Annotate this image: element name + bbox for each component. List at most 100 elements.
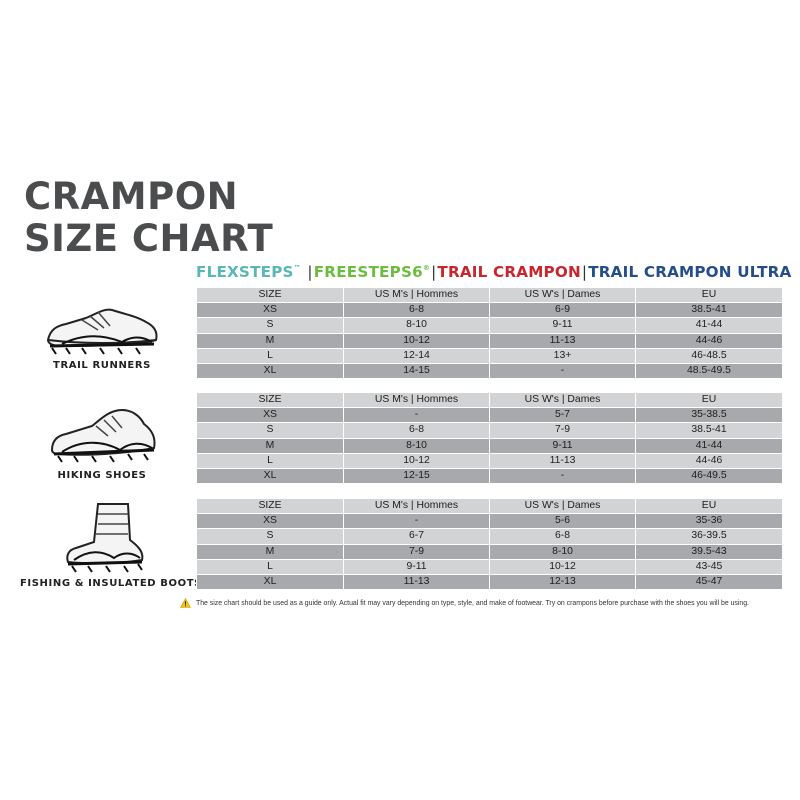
table-cell: S	[196, 422, 344, 439]
table-cell: 12-14	[343, 347, 490, 364]
insulated-boot-icon	[66, 503, 144, 573]
header-cell: EU	[635, 286, 783, 304]
table-cell: 44-46	[635, 332, 783, 349]
section-label-hiking-shoes: HIKING SHOES	[57, 470, 147, 481]
table-cell: M	[196, 543, 344, 560]
table-cell: L	[196, 347, 344, 364]
table-cell: 10-12	[343, 332, 490, 349]
table-row: L 9-11 10-12 43-45	[196, 558, 783, 575]
table-cell: 6-8	[343, 302, 490, 319]
table-cell: 39.5-43	[635, 543, 783, 560]
table-cell: 41-44	[635, 317, 783, 334]
header-cell: SIZE	[196, 497, 344, 515]
header-cell: US W's | Dames	[489, 391, 636, 409]
table-row: XS -5-6 35-36	[196, 513, 783, 530]
table-cell: 6-8	[343, 422, 490, 439]
table-row: M 10-12 11-13 44-46	[196, 332, 783, 349]
trail-runner-shoe-icon	[46, 308, 158, 355]
disclaimer-text: The size chart should be used as a guide…	[196, 599, 749, 607]
table-cell: 9-11	[343, 558, 490, 575]
table-cell: XS	[196, 302, 344, 319]
table-cell: 7-9	[343, 543, 490, 560]
brand-trail-crampon-ultra: TRAIL CRAMPON ULTRA	[588, 263, 792, 281]
table-cell: 35-36	[635, 513, 783, 530]
header-cell: SIZE	[196, 286, 344, 304]
table-row: M 8-10 9-11 41-44	[196, 437, 783, 454]
table-cell: 10-12	[489, 558, 636, 575]
table-cell: 38.5-41	[635, 302, 783, 319]
table-row: M 7-9 8-10 39.5-43	[196, 543, 783, 560]
table-cell: S	[196, 528, 344, 545]
header-cell: US W's | Dames	[489, 286, 636, 304]
table-cell: 12-15	[343, 467, 490, 485]
table-cell: M	[196, 332, 344, 349]
table-cell: 43-45	[635, 558, 783, 575]
table-row: S 6-8 7-9 38.5-41	[196, 422, 783, 439]
table-cell: L	[196, 558, 344, 575]
table-cell: -	[489, 467, 636, 485]
table-cell: -	[343, 407, 490, 424]
header-cell: SIZE	[196, 391, 344, 409]
brand-separator: |	[581, 263, 588, 281]
table-cell: 6-7	[343, 528, 490, 545]
table-cell: 6-9	[489, 302, 636, 319]
table-cell: 36-39.5	[635, 528, 783, 545]
table-row: XL 11-13 12-13 45-47	[196, 573, 783, 591]
table-cell: 5-6	[489, 513, 636, 530]
disclaimer-note: The size chart should be used as a guide…	[180, 598, 796, 608]
header-cell: EU	[635, 497, 783, 515]
brand-freesteps: FREESTEPS6	[313, 263, 423, 281]
table-row: S 6-7 6-8 36-39.5	[196, 528, 783, 545]
table-cell: 46-48.5	[635, 347, 783, 364]
table-cell: M	[196, 437, 344, 454]
warning-icon	[180, 598, 191, 608]
table-cell: 11-13	[343, 573, 490, 591]
table-cell: 12-13	[489, 573, 636, 591]
table-row: XS 6-8 6-9 38.5-41	[196, 302, 783, 319]
table-cell: 38.5-41	[635, 422, 783, 439]
table-row: L 10-12 11-13 44-46	[196, 452, 783, 469]
table-cell: 9-11	[489, 437, 636, 454]
table-header-row: SIZE US M's | Hommes US W's | Dames EU	[196, 497, 783, 515]
table-cell: XL	[196, 573, 344, 591]
brand-list: FLEXSTEPS™ |FREESTEPS6®|TRAIL CRAMPON|TR…	[196, 263, 796, 281]
table-cell: XL	[196, 467, 344, 485]
brand-trail-crampon: TRAIL CRAMPON	[437, 263, 581, 281]
table-cell: 8-10	[343, 317, 490, 334]
header-cell: US M's | Hommes	[343, 286, 490, 304]
table-cell: 8-10	[489, 543, 636, 560]
table-cell: 10-12	[343, 452, 490, 469]
table-cell: XS	[196, 407, 344, 424]
table-row: XL 12-15-46-49.5	[196, 467, 783, 485]
table-header-row: SIZE US M's | Hommes US W's | Dames EU	[196, 391, 783, 409]
table-cell: 45-47	[635, 573, 783, 591]
table-cell: 8-10	[343, 437, 490, 454]
table-cell: 44-46	[635, 452, 783, 469]
table-cell: 48.5-49.5	[635, 362, 783, 380]
table-cell: 46-49.5	[635, 467, 783, 485]
header-cell: US W's | Dames	[489, 497, 636, 515]
page-title: CRAMPON SIZE CHART	[24, 176, 273, 260]
header-cell: EU	[635, 391, 783, 409]
table-row: L 12-14 13+ 46-48.5	[196, 347, 783, 364]
table-row: S 8-10 9-11 41-44	[196, 317, 783, 334]
table-cell: XL	[196, 362, 344, 380]
table-cell: 11-13	[489, 332, 636, 349]
table-row: XL 14-15-48.5-49.5	[196, 362, 783, 380]
brand-freesteps-mark: ®	[422, 264, 431, 272]
table-cell: 9-11	[489, 317, 636, 334]
table-cell: L	[196, 452, 344, 469]
title-line-2: SIZE CHART	[24, 217, 274, 260]
table-cell: 35-38.5	[635, 407, 783, 424]
hiking-shoe-icon	[50, 408, 156, 463]
table-cell: 7-9	[489, 422, 636, 439]
table-cell: 14-15	[343, 362, 490, 380]
brand-separator: |	[307, 263, 313, 281]
header-cell: US M's | Hommes	[343, 497, 490, 515]
table-cell: 11-13	[489, 452, 636, 469]
section-label-insulated-boots: FISHING & INSULATED BOOTS	[20, 578, 202, 589]
section-label-trail-runners: TRAIL RUNNERS	[53, 360, 151, 371]
table-cell: 5-7	[489, 407, 636, 424]
table-row: XS -5-7 35-38.5	[196, 407, 783, 424]
size-table-trail-runners: SIZE US M's | Hommes US W's | Dames EU X…	[196, 286, 783, 380]
